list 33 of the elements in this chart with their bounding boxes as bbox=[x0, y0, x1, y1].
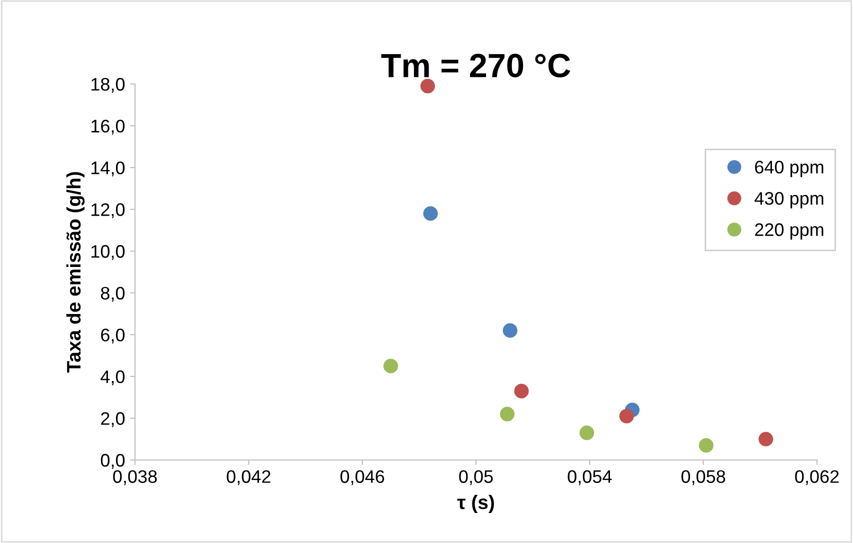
point bbox=[698, 438, 714, 453]
point bbox=[580, 426, 594, 440]
x-tick-label: 0,042 bbox=[226, 470, 270, 486]
y-axis-title: Taxa de emissão (g/h) bbox=[66, 172, 85, 373]
y-tick-label: 16,0 bbox=[92, 120, 125, 135]
point bbox=[420, 78, 435, 94]
y-tick-label: 2,0 bbox=[101, 412, 125, 428]
y-tick-label: 14,0 bbox=[92, 161, 125, 176]
point bbox=[619, 408, 634, 424]
point bbox=[758, 432, 774, 446]
x-tick-label: 0,05 bbox=[459, 470, 493, 486]
point bbox=[514, 384, 529, 398]
x-tick-label: 0,058 bbox=[681, 470, 726, 486]
y-tick-label: 8,0 bbox=[100, 286, 125, 302]
legend-label: 640 ppm bbox=[755, 160, 824, 178]
x-tick-label: 0,038 bbox=[113, 470, 157, 486]
y-tick-label: 4,0 bbox=[100, 370, 125, 386]
chart-title: Tm = 270 °C bbox=[381, 54, 570, 78]
legend-label: 220 ppm bbox=[755, 223, 824, 240]
x-tick-label: 0,046 bbox=[340, 470, 384, 486]
point bbox=[383, 358, 398, 374]
x-tick-label: 0,062 bbox=[795, 470, 839, 486]
y-tick-label: 10,0 bbox=[92, 245, 125, 260]
y-tick-label: 6,0 bbox=[101, 328, 125, 344]
point bbox=[502, 323, 518, 338]
point bbox=[423, 206, 438, 221]
point bbox=[500, 406, 515, 422]
y-tick-label: 12,0 bbox=[92, 203, 125, 218]
y-tick-label: 0,0 bbox=[100, 454, 125, 469]
legend-label: 430 ppm bbox=[754, 192, 824, 208]
x-axis-title: τ (s) bbox=[457, 494, 494, 514]
x-tick-label: 0,054 bbox=[568, 470, 612, 486]
y-tick-label: 18,0 bbox=[92, 78, 125, 93]
